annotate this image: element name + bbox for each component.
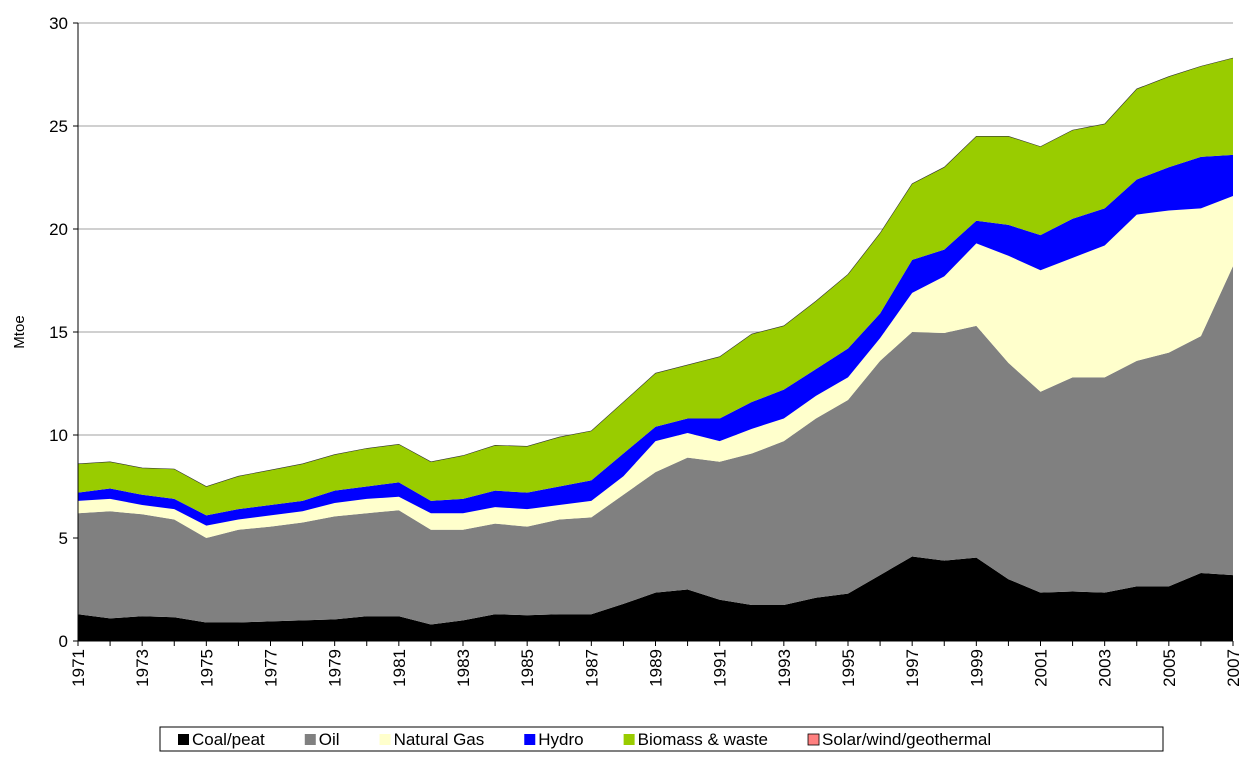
legend-label: Solar/wind/geothermal [822,730,991,749]
legend-swatch [623,734,635,745]
x-tick-label: 1997 [903,649,922,687]
y-tick-label: 0 [59,632,68,651]
legend-label: Biomass & waste [638,730,768,749]
x-tick-label: 1993 [775,649,794,687]
area [78,196,1233,539]
legend-swatch [178,734,189,745]
x-tick-label: 1985 [518,649,537,687]
legend-label: Hydro [538,730,583,749]
y-tick-label: 20 [49,220,68,239]
legend-swatch [304,734,316,745]
x-tick-label: 1991 [711,649,730,687]
x-tick-label: 2003 [1096,649,1115,687]
y-tick-label: 25 [49,117,68,136]
area [78,556,1233,641]
y-axis-label: Mtoe [11,315,28,348]
legend-label: Natural Gas [394,730,485,749]
x-tick-label: 1995 [839,649,858,687]
x-tick-label: 1977 [262,649,281,687]
x-tick-label: 1973 [133,649,152,687]
x-tick-label: 1989 [647,649,666,687]
x-tick-label: 1987 [582,649,601,687]
legend: Coal/peat Oil Natural Gas Hydro Biomass & wa… [159,726,1164,752]
area [77,57,1234,487]
x-tick-label: 2007 [1224,649,1242,687]
legend-box [159,726,1164,752]
y-tick-label: 30 [49,14,68,33]
x-tick-label: 2001 [1032,649,1051,687]
x-tick-label: 1975 [197,649,216,687]
area [78,266,1233,625]
x-tick-label: 1983 [454,649,473,687]
x-tick-label: 1971 [69,649,88,687]
y-tick-label: 10 [49,426,68,445]
legend-swatch [379,734,391,745]
y-tick-label: 5 [59,529,68,548]
legend-label: Coal/peat [192,730,265,749]
y-tick-label: 15 [49,323,68,342]
legend-swatch [807,733,820,746]
x-tick-label: 1999 [967,649,986,687]
x-tick-label: 1979 [326,649,345,687]
x-tick-label: 1981 [390,649,409,687]
x-tick-label: 2005 [1160,649,1179,687]
area [78,58,1233,516]
legend-label: Oil [319,730,340,749]
legend-swatch [524,734,536,745]
